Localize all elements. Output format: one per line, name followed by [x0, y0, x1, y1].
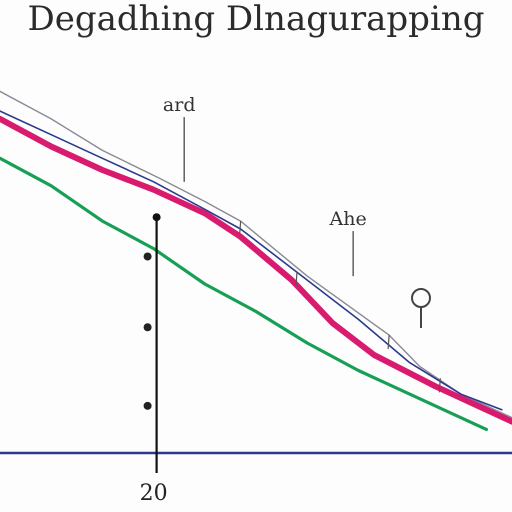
- tick-layer: 20: [140, 481, 168, 506]
- marker-point: [143, 323, 152, 332]
- pin-icon: [411, 288, 431, 308]
- x-tick-label: 20: [140, 481, 168, 506]
- series-layer: [0, 90, 512, 455]
- annotation-label: Ahe: [329, 208, 367, 230]
- chart-title: Degadhing Dlnagurapping: [28, 0, 485, 39]
- line-tick-mark: [438, 378, 441, 393]
- marker-point: [143, 252, 152, 261]
- line-tick-mark: [295, 272, 298, 287]
- annotation-label: ard: [163, 94, 196, 116]
- series-line-1: [0, 90, 512, 419]
- marker-point: [152, 213, 161, 222]
- marker-layer: [143, 213, 431, 473]
- annotation-layer: ard Ahe: [163, 94, 367, 277]
- line-tick-mark: [239, 221, 242, 236]
- line-tick-mark: [387, 335, 390, 350]
- marker-point: [143, 401, 152, 410]
- series-line-3: [0, 115, 512, 425]
- series-line-4: [0, 156, 488, 431]
